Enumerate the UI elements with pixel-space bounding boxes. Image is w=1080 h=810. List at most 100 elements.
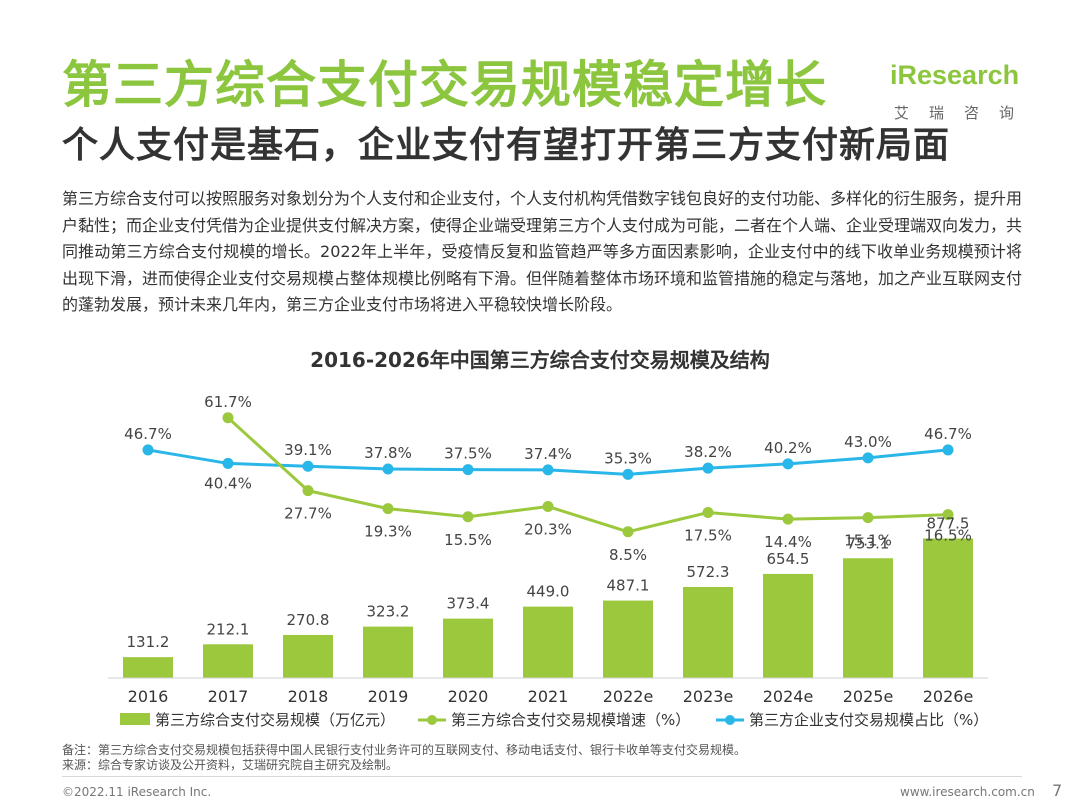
growth-value-label: 16.5%: [924, 527, 972, 545]
growth-point: [702, 507, 714, 518]
legend-share-label: 第三方企业支付交易规模占比（%）: [749, 711, 988, 729]
share-value-label: 46.7%: [924, 425, 972, 443]
bar-2019: [363, 626, 413, 678]
share-value-label: 46.7%: [124, 425, 172, 443]
growth-point: [302, 485, 314, 497]
logo-text: iResearch: [890, 60, 1020, 90]
x-tick-label: 2017: [208, 687, 249, 706]
share-point: [622, 468, 634, 480]
growth-point: [622, 526, 634, 538]
source-text: 来源：综合专家访谈及公开资料，艾瑞研究院自主研究及绘制。: [62, 758, 399, 772]
share-point: [382, 463, 394, 475]
growth-value-label: 61.7%: [204, 393, 252, 411]
legend-growth-marker: [427, 715, 437, 725]
growth-point: [222, 412, 234, 424]
growth-point: [542, 501, 554, 512]
growth-value-label: 15.1%: [844, 532, 892, 550]
share-point: [782, 458, 794, 470]
legend-layer: 第三方综合支付交易规模（万亿元） 第三方综合支付交易规模增速（%） 第三方企业支付交…: [120, 711, 988, 729]
bar-2021: [523, 606, 573, 678]
bar-value-label: 487.1: [607, 577, 650, 595]
bar-value-label: 323.2: [367, 603, 410, 621]
growth-line: [226, 416, 949, 534]
share-point: [862, 452, 874, 464]
share-point: [462, 464, 474, 476]
chart-title: 2016-2026年中国第三方综合支付交易规模及结构: [310, 348, 770, 372]
share-value-label: 40.4%: [204, 474, 252, 492]
share-point: [302, 460, 314, 472]
x-tick-label: 2024e: [763, 687, 814, 706]
growth-value-label: 27.7%: [284, 505, 332, 523]
bar-value-label: 270.8: [287, 611, 330, 629]
legend-bar-swatch: [120, 713, 150, 725]
share-value-label: 37.5%: [444, 445, 492, 463]
x-tick-label: 2023e: [683, 687, 734, 706]
bar-value-label: 654.5: [767, 550, 810, 568]
x-tick-label: 2022e: [603, 687, 654, 706]
bar-2018: [283, 634, 333, 678]
share-value-label: 35.3%: [604, 449, 652, 467]
bar-2025e: [843, 558, 893, 678]
growth-value-label: 8.5%: [609, 546, 647, 564]
page-title: 第三方综合支付交易规模稳定增长: [62, 56, 827, 114]
bar-value-label: 753.1: [847, 534, 890, 552]
note-text: 备注：第三方综合支付交易规模包括获得中国人民银行支付业务许可的互联网支付、移动电…: [62, 743, 747, 757]
chart-notes: 备注：第三方综合支付交易规模包括获得中国人民银行支付业务许可的互联网支付、移动电…: [62, 743, 746, 773]
x-tick-label: 2025e: [843, 687, 894, 706]
bar-2023e: [683, 587, 733, 678]
share-value-label: 43.0%: [844, 433, 892, 451]
footer-website[interactable]: www.iresearch.com.cn: [900, 785, 1035, 799]
growth-value-label: 14.4%: [764, 533, 812, 551]
share-point: [142, 444, 154, 456]
lines-layer: [142, 412, 954, 538]
x-tick-label: 2016: [128, 687, 169, 706]
bar-value-label: 131.2: [127, 633, 170, 651]
growth-point: [782, 513, 794, 525]
share-point: [942, 444, 954, 456]
share-value-label: 37.8%: [364, 444, 412, 462]
logo-subtext: 艾瑞咨询: [894, 104, 1035, 122]
bar-2016: [123, 657, 173, 678]
x-tick-label: 2019: [368, 687, 409, 706]
bar-2026e: [923, 538, 973, 678]
chart-svg: 131.2 2016 212.1 2017 270.8 2018 323.2 2019 373.…: [108, 393, 988, 729]
body-paragraph: 第三方综合支付可以按照服务对象划分为个人支付和企业支付，个人支付机构凭借数字钱包…: [62, 189, 1023, 314]
bar-value-label: 449.0: [527, 583, 570, 601]
bar-2022e: [603, 600, 653, 678]
iresearch-logo: iResearch 艾瑞咨询: [890, 60, 1040, 130]
growth-value-label: 15.5%: [444, 531, 492, 549]
bar-2020: [443, 618, 493, 678]
share-point: [542, 464, 554, 476]
share-point: [702, 462, 714, 474]
x-tick-label: 2020: [448, 687, 489, 706]
x-tick-label: 2021: [528, 687, 569, 706]
share-value-label: 40.2%: [764, 439, 812, 457]
growth-value-label: 19.3%: [364, 523, 412, 541]
bar-2017: [203, 644, 253, 678]
legend-bar-label: 第三方综合支付交易规模（万亿元）: [155, 711, 395, 729]
page-subtitle: 个人支付是基石，企业支付有望打开第三方支付新局面: [62, 125, 951, 166]
footer-divider: [62, 776, 1022, 777]
share-value-label: 38.2%: [684, 443, 732, 461]
bar-value-label: 373.4: [447, 595, 490, 613]
share-value-label: 39.1%: [284, 441, 332, 459]
legend-share-marker: [725, 715, 735, 725]
footer-copyright: ©2022.11 iResearch Inc.: [62, 785, 212, 799]
growth-value-label: 20.3%: [524, 521, 572, 539]
bar-2024e: [763, 573, 813, 678]
share-point: [222, 457, 234, 469]
growth-point: [382, 503, 394, 515]
labels-layer: 131.2 2016 212.1 2017 270.8 2018 323.2 2019 373.…: [124, 393, 973, 706]
page-number: 7: [1052, 781, 1063, 800]
growth-point: [462, 511, 474, 523]
growth-value-label: 17.5%: [684, 527, 732, 545]
share-value-label: 37.4%: [524, 445, 572, 463]
bar-value-label: 212.1: [207, 620, 250, 638]
growth-point: [942, 509, 954, 521]
bar-value-label: 877.5: [927, 514, 970, 532]
x-tick-label: 2026e: [923, 687, 974, 706]
bars-layer: [123, 538, 973, 678]
x-tick-label: 2018: [288, 687, 329, 706]
growth-point: [862, 512, 874, 524]
bar-value-label: 572.3: [687, 563, 730, 581]
